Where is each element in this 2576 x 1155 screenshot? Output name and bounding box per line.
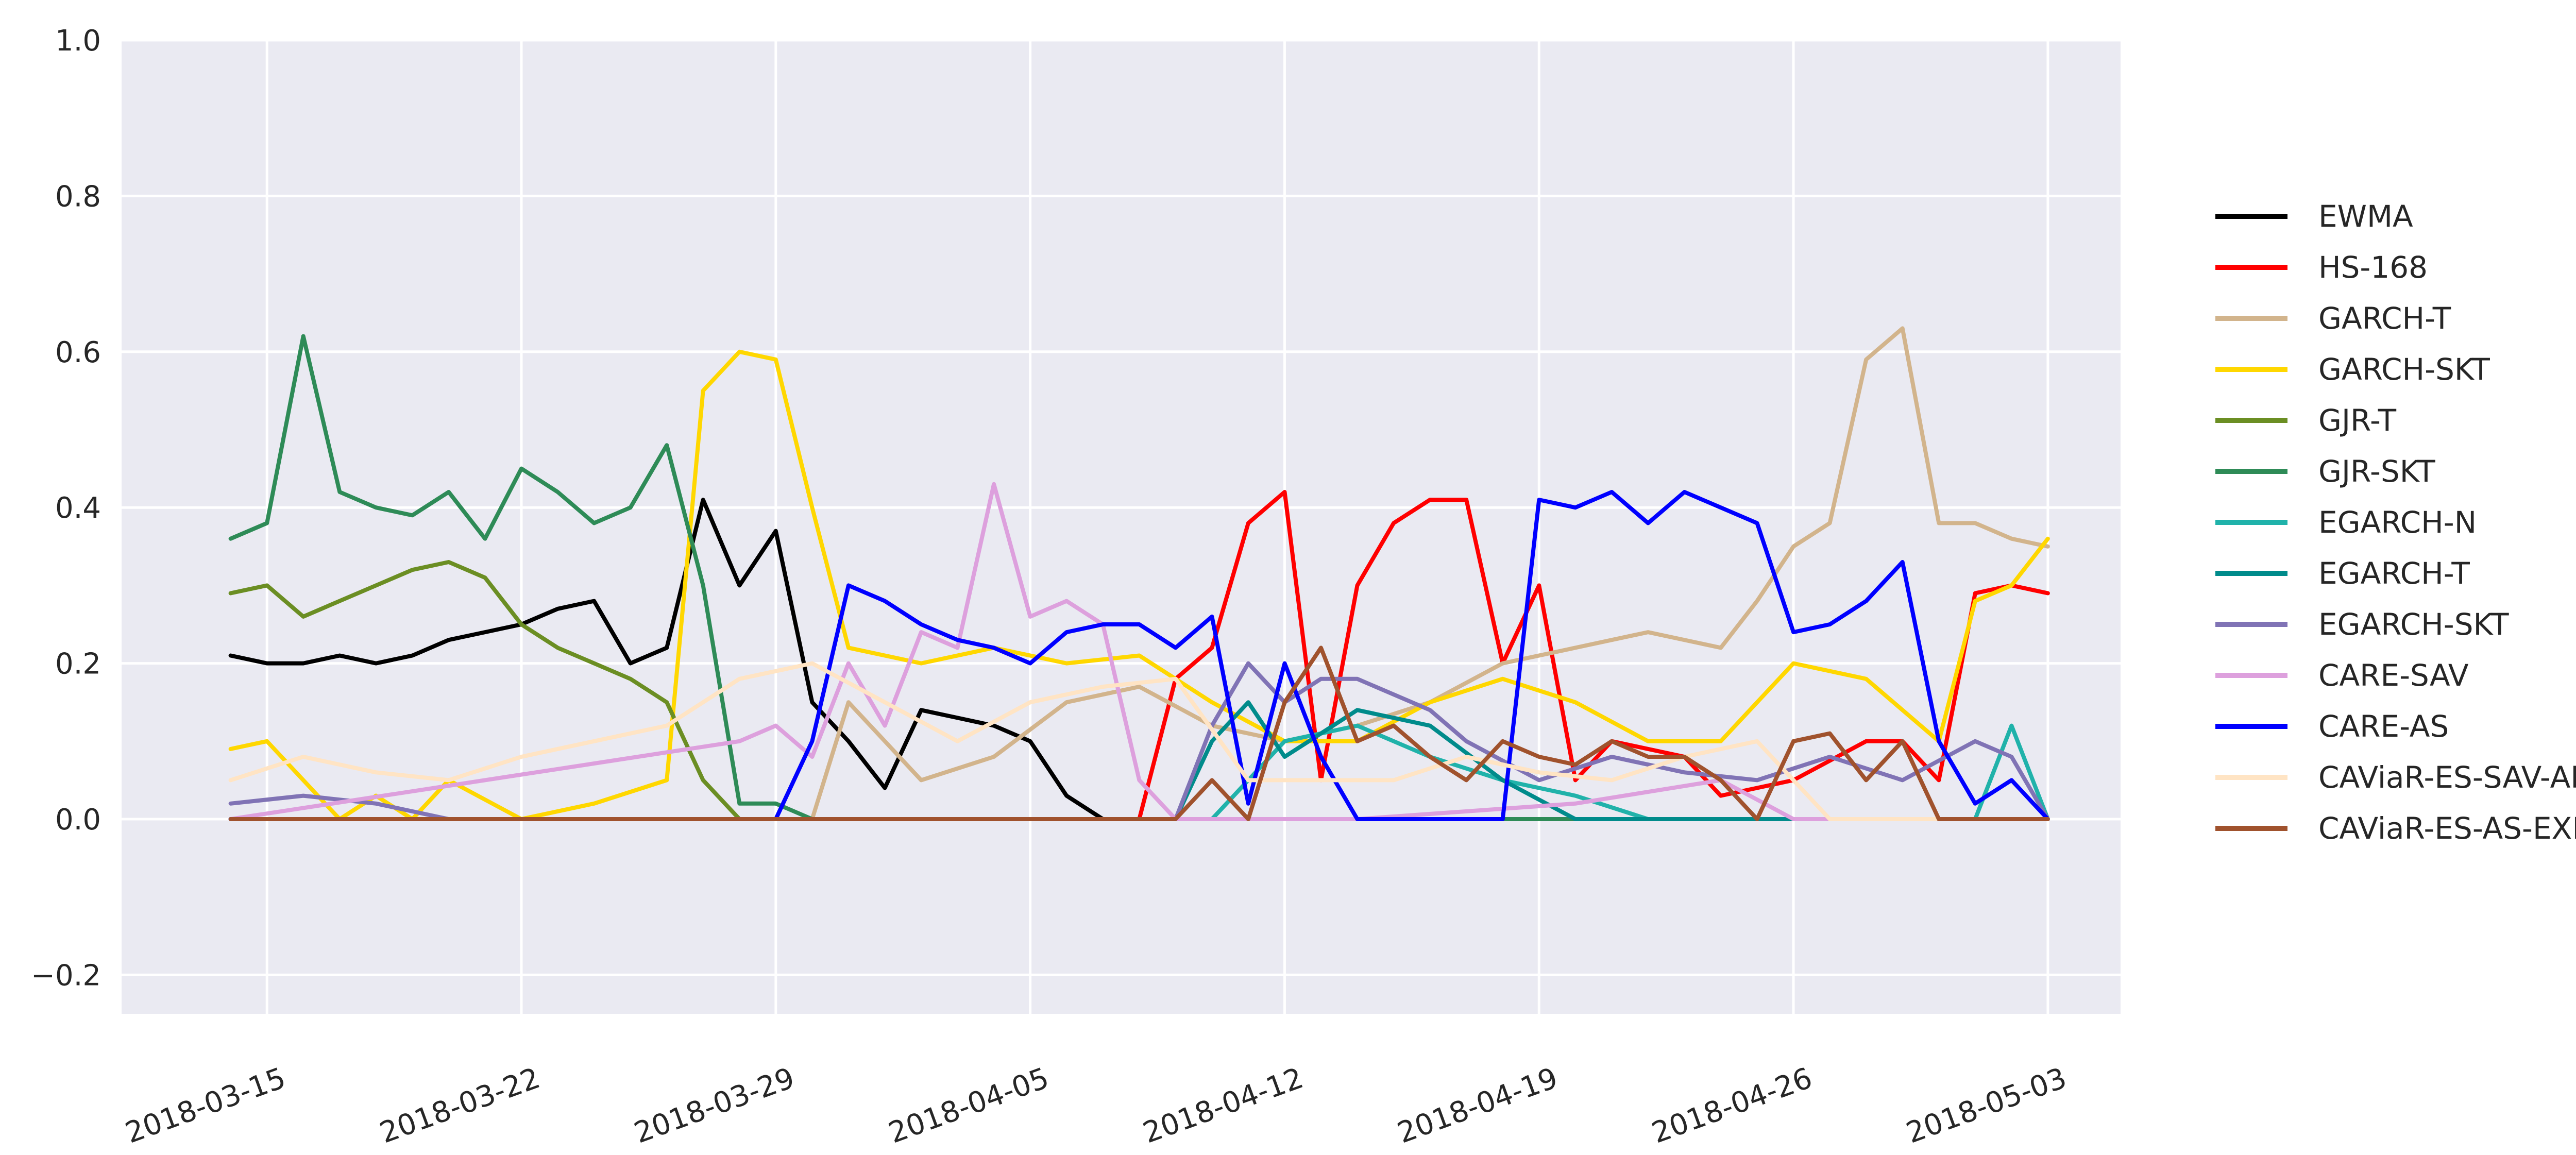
y-tick-label: 0.4	[55, 491, 101, 525]
legend-label: GARCH-SKT	[2318, 352, 2490, 387]
x-tick-label: 2018-04-05	[884, 1061, 1053, 1150]
x-tick-label: 2018-03-15	[121, 1061, 290, 1150]
x-axis-ticks: 2018-03-15 2018-03-22 2018-03-29 2018-04-05…	[121, 1061, 2071, 1150]
plot-background	[122, 40, 2121, 1014]
series-line-ewma	[228, 498, 2050, 821]
legend-label: GARCH-T	[2318, 301, 2451, 336]
y-tick-label: 0.6	[55, 336, 101, 369]
y-axis-ticks: −0.2 0.0 0.2 0.4 0.6 0.8 1.0	[31, 24, 101, 992]
x-tick-label: 2018-03-29	[630, 1061, 799, 1150]
legend-label: GJR-SKT	[2318, 454, 2435, 489]
x-tick-label: 2018-04-19	[1393, 1061, 1562, 1150]
y-tick-label: 0.8	[55, 180, 101, 213]
y-tick-label: 0.0	[55, 803, 101, 837]
series-line-caviar-es-sav-ar	[228, 661, 2050, 821]
y-tick-label: 0.2	[55, 648, 101, 681]
legend-label: EGARCH-N	[2318, 505, 2477, 540]
legend-label: EGARCH-T	[2318, 556, 2470, 591]
legend-label: CARE-AS	[2318, 709, 2449, 744]
series-line-egarch-t	[228, 700, 2050, 821]
legend-label: EWMA	[2318, 199, 2413, 234]
legend-label: EGARCH-SKT	[2318, 607, 2509, 642]
x-tick-label: 2018-04-12	[1139, 1061, 1308, 1150]
legend-label: CAViaR-ES-SAV-AR	[2318, 760, 2576, 795]
series-line-gjr-t	[228, 560, 2050, 821]
legend-label: CARE-SAV	[2318, 658, 2469, 693]
x-tick-label: 2018-04-26	[1648, 1061, 1817, 1150]
series-line-care-as	[228, 490, 2050, 821]
x-tick-label: 2018-05-03	[1902, 1061, 2071, 1150]
series-line-gjr-skt	[228, 334, 2050, 821]
series-line-hs-168	[228, 490, 2050, 821]
series-line-caviar-es-as-exp	[228, 646, 2050, 821]
y-tick-label: 1.0	[55, 24, 101, 58]
series-line-garch-t	[228, 326, 2050, 821]
legend-label: CAViaR-ES-AS-EXP	[2318, 811, 2576, 846]
x-tick-label: 2018-03-22	[376, 1061, 545, 1150]
y-tick-label: −0.2	[31, 959, 101, 992]
legend: EWMA HS-168 GARCH-T GARCH-SKT GJR-T GJR-SKT EG…	[2215, 199, 2576, 846]
legend-label: HS-168	[2318, 250, 2428, 285]
series-line-care-sav	[228, 482, 2050, 821]
series-lines	[228, 326, 2050, 821]
legend-label: GJR-T	[2318, 403, 2397, 438]
